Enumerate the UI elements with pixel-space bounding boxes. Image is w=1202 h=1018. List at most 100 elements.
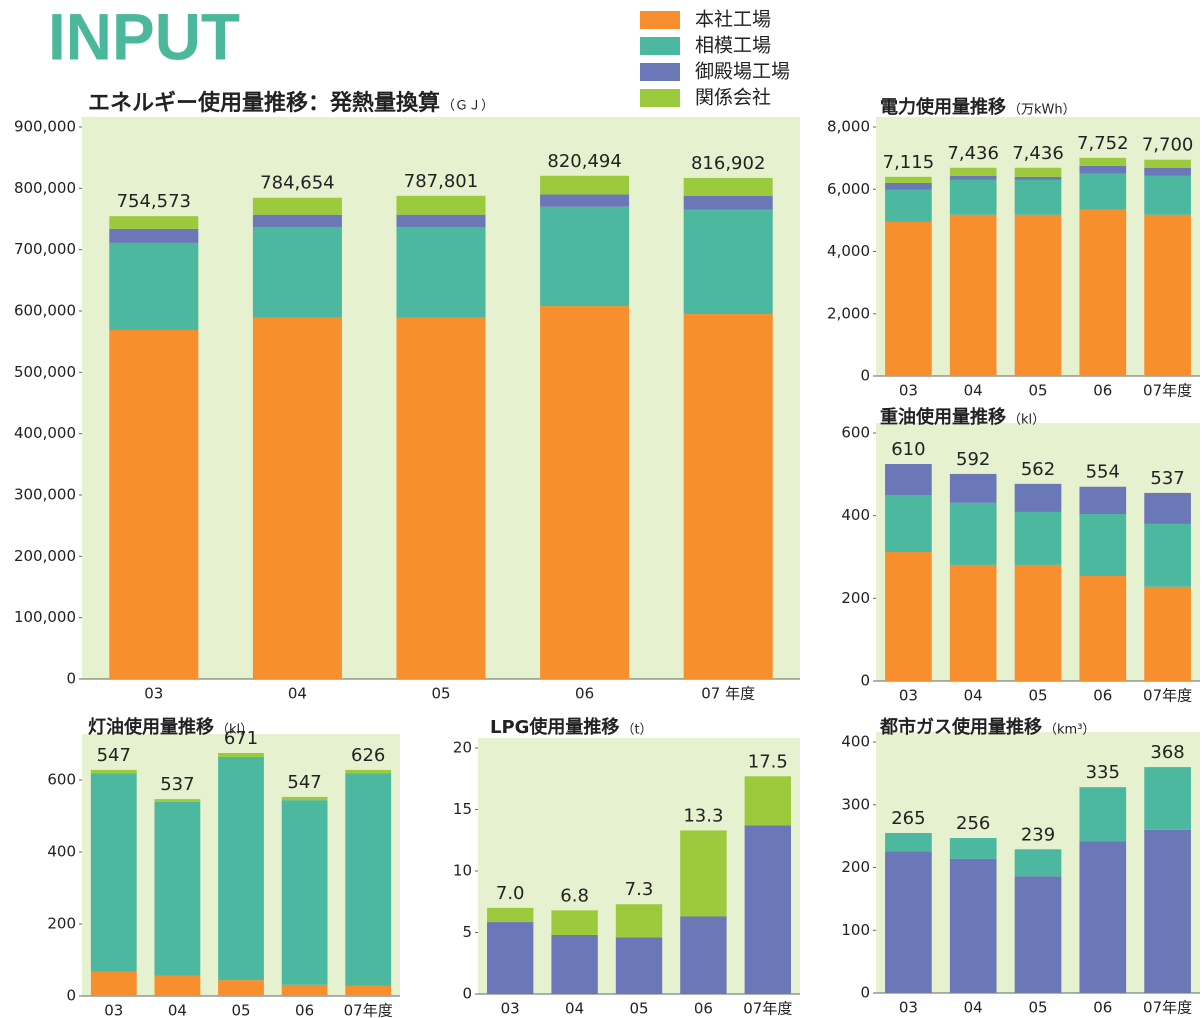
total-label: 816,902	[691, 153, 765, 174]
y-tick-label: 200	[841, 858, 870, 876]
bar-segment	[1079, 209, 1127, 376]
bar-segment	[885, 464, 932, 495]
bar-segment	[252, 317, 342, 679]
x-tick-label: 04	[168, 1002, 187, 1018]
x-tick-label: 04	[964, 382, 983, 400]
x-tick-label: 03	[501, 1000, 520, 1018]
bar-segment	[949, 564, 997, 681]
chart-unit: （ＧＪ）	[442, 99, 494, 114]
bar-segment	[1014, 214, 1062, 376]
x-tick-label: 07年度	[743, 1000, 792, 1018]
y-tick-label: 400	[841, 733, 870, 751]
bar-segment	[1144, 214, 1191, 376]
page-title: INPUT	[48, 0, 240, 73]
bar-segment	[885, 221, 932, 376]
bar-segment	[281, 800, 328, 985]
bar-segment	[1144, 523, 1191, 587]
bar-segment	[1014, 167, 1062, 177]
bar-segment	[1144, 767, 1191, 830]
bar-segment	[1079, 576, 1127, 681]
bar-segment	[615, 904, 663, 938]
chart-unit: （km³）	[1044, 723, 1095, 738]
bar-segment	[1014, 511, 1062, 565]
y-tick-label: 8,000	[827, 118, 870, 136]
y-tick-label: 10	[453, 862, 472, 880]
bar-segment	[540, 175, 630, 195]
bar-segment	[680, 916, 727, 994]
bar-segment	[1079, 165, 1127, 174]
bar-segment	[487, 907, 534, 923]
bar-segment	[885, 552, 932, 681]
bar-segment	[744, 776, 791, 826]
y-tick-label: 400	[841, 506, 870, 524]
bar-segment	[1014, 483, 1062, 512]
total-label: 7.0	[496, 883, 525, 904]
total-label: 13.3	[683, 805, 723, 826]
y-tick-label: 800,000	[14, 179, 76, 197]
bar-segment	[109, 228, 199, 243]
y-tick-label: 2,000	[827, 304, 870, 322]
x-tick-label: 03	[899, 999, 918, 1017]
x-tick-label: 05	[231, 1002, 250, 1018]
bar-segment	[1079, 514, 1127, 577]
bar-segment	[1079, 173, 1127, 210]
total-label: 562	[1021, 459, 1055, 480]
y-tick-label: 100	[841, 921, 870, 939]
y-tick-label: 6,000	[827, 180, 870, 198]
bar-segment	[1144, 167, 1191, 176]
bar-segment	[218, 980, 264, 996]
total-label: 537	[160, 774, 194, 795]
bar-segment	[1144, 586, 1191, 681]
bar-segment	[1144, 829, 1191, 993]
bar-segment	[885, 851, 932, 993]
bar-segment	[949, 838, 997, 859]
bar-segment	[551, 934, 598, 994]
bar-segment	[90, 773, 137, 972]
legend-label: 本社工場	[695, 9, 771, 31]
bar-segment	[540, 206, 630, 307]
bar-segment	[949, 473, 997, 503]
bar-segment	[396, 226, 486, 318]
total-label: 610	[891, 439, 925, 460]
chart-unit: （kl）	[1008, 413, 1045, 428]
x-tick-label: 03	[104, 1002, 123, 1018]
bar-segment	[1014, 876, 1062, 993]
legend-label: 御殿場工場	[695, 61, 790, 83]
total-label: 7,752	[1077, 133, 1129, 154]
legend-label: 相模工場	[695, 35, 771, 57]
bar-segment	[1014, 176, 1062, 180]
chart-title: エネルギー使用量推移：発熱量換算	[88, 90, 440, 116]
bar-segment	[683, 195, 773, 210]
total-label: 7,700	[1142, 135, 1194, 156]
bar-segment	[949, 175, 997, 180]
bar-segment	[218, 753, 264, 757]
bar-segment	[109, 330, 199, 679]
bar-segment	[487, 922, 534, 994]
bar-segment	[281, 984, 328, 996]
bar-segment	[949, 214, 997, 376]
bar-segment	[949, 167, 997, 176]
bar-segment	[1079, 841, 1127, 993]
x-tick-label: 03	[899, 687, 918, 705]
y-tick-label: 0	[66, 670, 76, 688]
bar-segment	[949, 858, 997, 993]
chart-title: 重油使用量推移	[880, 406, 1006, 428]
y-tick-label: 600	[47, 771, 76, 789]
y-tick-label: 0	[860, 984, 870, 1002]
bar-segment	[252, 226, 342, 318]
x-tick-label: 05	[1028, 687, 1047, 705]
y-tick-label: 300,000	[14, 486, 76, 504]
x-tick-label: 06	[1093, 687, 1112, 705]
y-tick-label: 700,000	[14, 240, 76, 258]
x-tick-label: 06	[295, 1002, 314, 1018]
total-label: 7.3	[625, 879, 654, 900]
bar-segment	[1144, 159, 1191, 168]
bar-segment	[1144, 492, 1191, 524]
total-label: 239	[1021, 824, 1055, 845]
bar-segment	[1014, 179, 1062, 215]
chart-unit: （kl）	[216, 723, 253, 738]
y-tick-label: 600	[841, 424, 870, 442]
bar-segment	[551, 910, 598, 935]
total-label: 671	[224, 728, 258, 749]
total-label: 554	[1086, 462, 1120, 483]
